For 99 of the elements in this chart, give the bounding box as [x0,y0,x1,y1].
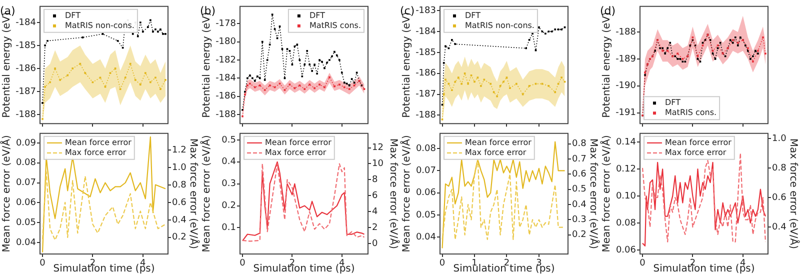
y2-tick-label: 8 [372,175,378,186]
y2-axis-title: Max force error (eV/Å) [387,138,400,250]
y-tick-label: -184 [16,18,36,28]
y-tick-label: 0.5 [222,135,236,146]
y-tick-label: 0.1 [222,223,236,234]
legend-label: DFT [465,10,481,20]
legend-label: Mean force error [465,138,532,147]
y2-tick-label: 10 [372,159,384,170]
y2-tick-label: 0.7 [572,154,586,164]
y-axis-title: Mean force error (eV/Å) [200,135,213,252]
y-tick-label: 0.04 [16,238,36,248]
y-tick-label: 0.05 [16,218,36,228]
y-tick-label: 0.05 [416,210,436,220]
x-tick-label: 0 [640,258,646,269]
y-tick-label: -182 [216,55,236,66]
y2-tick-label: 0.5 [572,184,586,195]
y2-tick-label: 0.3 [572,215,586,226]
y-tick-label: 0.08 [416,144,436,154]
y-tick-label: -184 [416,26,436,37]
y-tick-label: -183 [416,6,436,16]
y2-tick-label: 0.8 [572,139,587,150]
y-tick-label: -188 [416,110,436,121]
y-tick-label: -184 [216,74,236,84]
legend-label: DFT [65,10,81,20]
x-axis-title: Simulation time (ps) [53,264,155,275]
y-tick-label: -191 [616,108,636,118]
y-tick-label: -186 [16,64,36,74]
y2-tick-label: 2 [372,222,378,233]
y-tick-label: 0.09 [16,138,36,148]
y-tick-label: 0.14 [616,138,636,148]
legend-label: MatRIS cons. [665,108,717,118]
y-tick-label: -188 [616,27,636,38]
y2-tick-label: 0.6 [572,170,587,180]
legend-label: MatRIS non-cons. [65,20,134,30]
y-tick-label: 0.4 [222,157,236,168]
x-axis-title: Simulation time (ps) [253,264,355,275]
y-tick-label: -186 [216,92,236,102]
y-tick-label: 0.08 [16,158,36,168]
line-series [442,158,566,240]
y2-axis-title: Max force error (eV/Å) [787,138,800,250]
y-tick-label: 0.12 [616,164,636,174]
y2-tick-label: 0 [372,238,378,249]
y2-tick-label: 0.2 [172,232,186,243]
x-tick-label: 0 [240,258,246,269]
y2-tick-label: 1.0 [172,162,187,173]
legend-label: DFT [665,98,681,108]
y-axis-title: Mean force error (eV/Å) [0,135,13,252]
legend-label: MatRIS cons. [309,20,362,30]
y-tick-label: 0.08 [616,218,636,228]
y2-tick-label: 0.4 [172,215,187,226]
y-tick-label: 0.07 [16,178,36,188]
y2-tick-label: 6 [372,191,378,202]
x-axis-title: Simulation time (ps) [653,264,755,275]
legend-label: DFT [309,10,326,20]
legend-label: MatRIS non-cons. [465,20,534,30]
legend-label: Max force error [265,148,327,157]
legend-label: Max force error [65,148,127,157]
y-tick-label: 0.07 [416,166,436,176]
y2-tick-label: 1.0 [772,134,787,144]
y2-tick-label: 0.4 [772,222,787,232]
y2-tick-label: 0.4 [572,200,587,210]
y-tick-label: 0.10 [616,191,636,202]
y2-tick-label: 0.2 [572,230,586,240]
x-tick-label: 0 [439,258,446,269]
y-tick-label: -190 [616,81,636,92]
y-tick-label: -187 [16,86,36,97]
y-axis-title: Mean force error (eV/Å) [600,135,613,252]
y-tick-label: -188 [216,110,236,120]
y-tick-label: -187 [416,90,436,100]
y-tick-label: -178 [216,19,236,30]
y2-tick-label: 12 [372,143,384,154]
y-tick-label: -186 [416,68,436,79]
y-tick-label: 0.04 [416,232,436,242]
y-tick-label: -188 [16,110,36,120]
y-tick-label: -185 [16,40,36,51]
y2-tick-label: 0.6 [772,192,787,203]
legend-label: Mean force error [65,138,132,147]
legend-label: Max force error [465,148,527,157]
y-tick-label: -180 [216,37,236,48]
y2-tick-label: 1.2 [172,145,186,156]
y2-axis-title: Max force error (eV/Å) [587,138,600,250]
line-series [42,171,166,241]
y-tick-label: 0.06 [616,245,636,256]
legend-label: Mean force error [265,138,332,147]
y-tick-label: 0.06 [16,198,36,208]
y2-tick-label: 0.8 [172,180,187,190]
y2-tick-label: 4 [372,207,378,218]
y-tick-label: 0.2 [222,201,236,212]
y2-tick-label: 0.8 [772,163,787,174]
y-tick-label: -189 [616,54,636,64]
y2-axis-title: Max force error (eV/Å) [187,138,200,250]
y2-tick-label: 0.6 [172,198,187,208]
legend-label: Max force error [665,148,727,157]
y-tick-label: 0.3 [222,179,236,190]
x-tick-label: 0 [40,258,46,269]
y-tick-label: 0.06 [416,188,436,198]
legend-label: Mean force error [665,138,732,147]
y-tick-label: -185 [416,48,436,58]
y-axis-title: Mean force error (eV/Å) [400,135,413,252]
